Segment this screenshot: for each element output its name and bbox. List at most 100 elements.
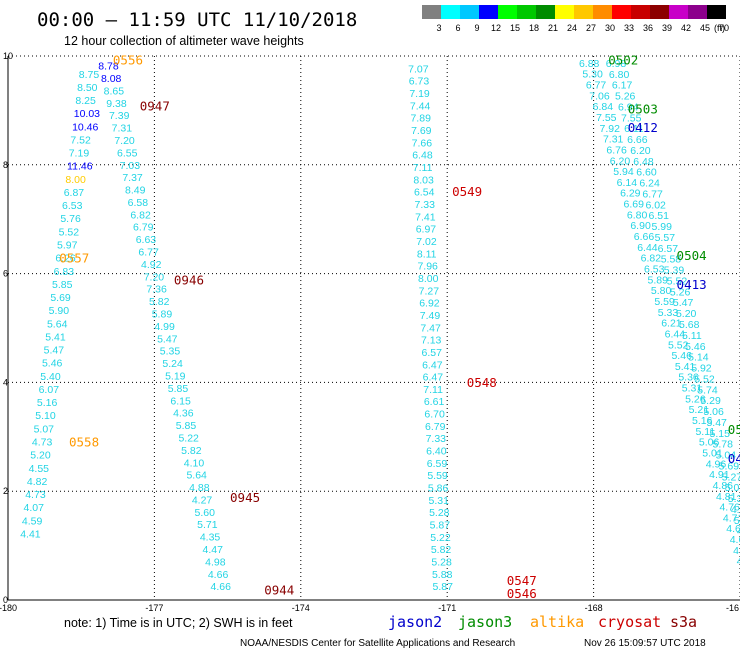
wave-height-value: 6.58 bbox=[128, 197, 149, 209]
legend-swatch bbox=[498, 5, 517, 19]
wave-height-value: 5.86 bbox=[428, 483, 449, 495]
wave-height-value: 5.89 bbox=[647, 274, 668, 286]
legend-unit: (ft) bbox=[714, 23, 725, 33]
wave-height-value: 5.59 bbox=[427, 470, 448, 482]
legend-tick-label: 45 bbox=[700, 23, 710, 33]
x-tick-label: -174 bbox=[292, 603, 310, 613]
chart-title: 00:00 – 11:59 UTC 11/10/2018 bbox=[37, 9, 357, 31]
wave-height-value: 7.37 bbox=[122, 172, 143, 184]
wave-height-tracks: 8.758.508.2510.0310.467.527.1911.468.006… bbox=[20, 58, 740, 593]
wave-height-value: 6.66 bbox=[634, 231, 655, 243]
satellite-track: 6.885.306.777.066.847.557.927.316.766.20… bbox=[579, 58, 740, 568]
wave-height-value: 6.80 bbox=[627, 209, 648, 221]
wave-height-value: 5.22 bbox=[178, 432, 199, 444]
pass-time-label: 0546 bbox=[507, 586, 537, 601]
pass-time-label: 0946 bbox=[174, 272, 204, 287]
pass-time-label: 0947 bbox=[140, 98, 170, 113]
wave-height-value: 4.92 bbox=[731, 504, 740, 516]
wave-height-value: 4.96 bbox=[737, 526, 740, 538]
y-tick-label: 2 bbox=[3, 486, 8, 496]
wave-height-value: 8.49 bbox=[125, 185, 146, 197]
legend-swatch bbox=[707, 5, 726, 19]
wave-height-value: 5.41 bbox=[45, 331, 66, 343]
wave-height-value: 6.59 bbox=[427, 458, 448, 470]
wave-height-value: 4.99 bbox=[154, 321, 175, 333]
legend-swatch bbox=[517, 5, 536, 19]
wave-height-value: 10.46 bbox=[72, 121, 98, 133]
wave-height-value: 5.26 bbox=[615, 91, 636, 103]
wave-height-value: 4.96 bbox=[706, 458, 727, 470]
legend-tick-label: 30 bbox=[605, 23, 615, 33]
wave-height-value: 6.84 bbox=[593, 101, 614, 113]
wave-height-value: 5.87 bbox=[433, 581, 454, 593]
wave-height-value: 6.26 bbox=[55, 253, 76, 265]
y-tick-label: 8 bbox=[3, 160, 8, 170]
wave-height-value: 6.76 bbox=[606, 144, 627, 156]
legend-tick-label: 18 bbox=[529, 23, 539, 33]
wave-height-value: 6.69 bbox=[624, 199, 645, 211]
wave-height-value: 5.89 bbox=[152, 309, 173, 321]
pass-time-label: 041 bbox=[728, 451, 740, 466]
wave-height-value: 6.55 bbox=[117, 147, 138, 159]
wave-height-value: 5.16 bbox=[692, 415, 713, 427]
wave-height-value: 6.53 bbox=[62, 200, 83, 212]
wave-height-value: 6.66 bbox=[627, 134, 648, 146]
wave-height-value: 5.10 bbox=[35, 410, 56, 422]
wave-height-value: 5.82 bbox=[431, 544, 452, 556]
wave-height-value: 7.33 bbox=[426, 433, 447, 445]
wave-height-value: 7.66 bbox=[412, 137, 433, 149]
wave-height-value: 6.48 bbox=[412, 150, 433, 162]
wave-height-value: 5.14 bbox=[688, 352, 709, 364]
wave-height-value: 5.15 bbox=[710, 428, 731, 440]
wave-height-value: 5.85 bbox=[52, 279, 73, 291]
wave-height-value: 4.47 bbox=[203, 544, 224, 556]
wave-height-value: 5.21 bbox=[689, 404, 710, 416]
chart-subtitle: 12 hour collection of altimeter wave hei… bbox=[64, 34, 304, 48]
legend-swatch bbox=[631, 5, 650, 19]
wave-height-value: 7.13 bbox=[421, 335, 442, 347]
wave-height-value: 4.88 bbox=[189, 482, 210, 494]
wave-height-value: 5.78 bbox=[713, 439, 734, 451]
legend-swatch bbox=[441, 5, 460, 19]
wave-height-value: 5.31 bbox=[428, 495, 449, 507]
wave-height-value: 8.50 bbox=[77, 82, 98, 94]
satellite-legend-altika: altika bbox=[530, 613, 584, 631]
wave-height-value: 5.26 bbox=[685, 393, 706, 405]
pass-time-labels: 0556 0947 0557 0946 0558 0945 0944 0549 0548 0547… bbox=[59, 53, 740, 601]
wave-height-value: 5.82 bbox=[149, 296, 170, 308]
wave-height-value: 6.53 bbox=[644, 264, 665, 276]
wave-height-value: 6.73 bbox=[409, 76, 430, 88]
footer-credit: NOAA/NESDIS Center for Satellite Applica… bbox=[240, 638, 515, 649]
wave-height-value: 7.44 bbox=[410, 100, 431, 112]
wave-height-value: 7.20 bbox=[144, 271, 165, 283]
wave-height-value: 6.79 bbox=[425, 421, 446, 433]
wave-height-value: 6.11 bbox=[624, 123, 644, 135]
wave-height-value: 4.82 bbox=[27, 476, 48, 488]
wave-height-value: 6.83 bbox=[54, 266, 75, 278]
legend-tick-label: 27 bbox=[586, 23, 596, 33]
x-tick-label: -171 bbox=[438, 603, 456, 613]
y-axis-ticks: 0 2 4 6 8 10 bbox=[3, 51, 13, 605]
wave-height-value: 4.66 bbox=[211, 581, 232, 593]
satellite-track: 6.986.806.175.266.947.556.116.666.206.48… bbox=[606, 58, 740, 538]
wave-height-value: 4.73 bbox=[32, 437, 53, 449]
legend-tick-label: 6 bbox=[455, 23, 460, 33]
y-tick-label: 6 bbox=[3, 269, 8, 279]
wave-height-value: 4.35 bbox=[200, 532, 221, 544]
wave-height-value: 5.82 bbox=[181, 445, 202, 457]
wave-height-value: 5.90 bbox=[49, 305, 70, 317]
wave-height-value: 6.20 bbox=[610, 155, 631, 167]
wave-height-value: 5.22 bbox=[430, 532, 451, 544]
legend-tick-label: 39 bbox=[662, 23, 672, 33]
wave-height-value: 5.69 bbox=[719, 460, 740, 472]
pass-time-label: 0504 bbox=[677, 248, 707, 263]
wave-height-value: 5.36 bbox=[678, 372, 699, 384]
wave-height-value: 4.76 bbox=[719, 502, 740, 514]
wave-height-value: 7.96 bbox=[417, 261, 438, 273]
wave-height-value: 4.59 bbox=[22, 515, 43, 527]
wave-height-value: 5.28 bbox=[431, 557, 452, 569]
wave-height-value: 6.44 bbox=[637, 242, 658, 254]
wave-height-value: 4.36 bbox=[173, 408, 194, 420]
wave-height-value: 4.66 bbox=[208, 569, 229, 581]
